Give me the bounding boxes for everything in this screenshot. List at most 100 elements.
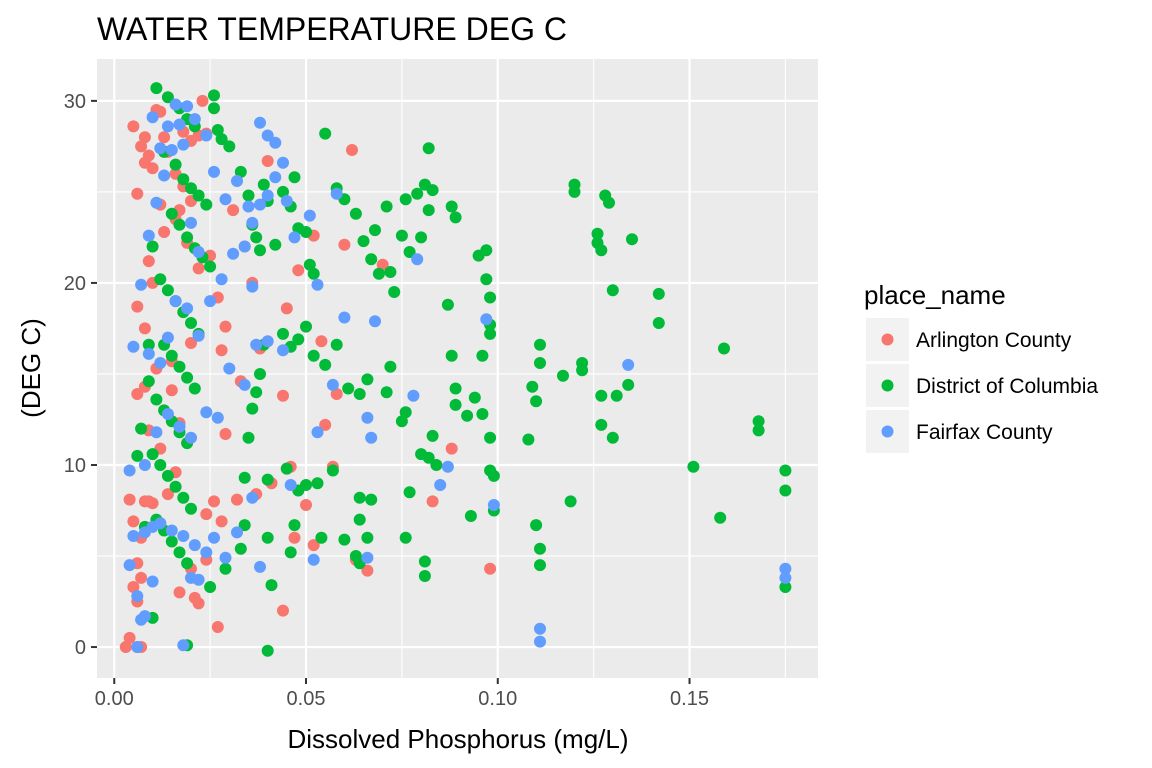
data-point: [365, 253, 378, 266]
y-tick-label: 20: [64, 273, 86, 295]
data-point: [622, 358, 635, 371]
data-point: [123, 631, 136, 644]
data-point: [254, 244, 266, 257]
data-point: [154, 357, 167, 369]
data-point: [595, 418, 608, 431]
data-point: [223, 140, 236, 153]
data-point: [718, 342, 730, 355]
data-point: [192, 329, 205, 342]
data-point: [330, 388, 343, 400]
legend-marker: [881, 425, 894, 438]
data-point: [564, 495, 577, 508]
data-point: [484, 291, 497, 304]
data-point: [146, 162, 159, 175]
data-point: [445, 200, 458, 213]
data-point: [415, 231, 428, 244]
data-point: [231, 493, 243, 506]
data-point: [142, 375, 155, 388]
data-point: [399, 193, 412, 206]
y-tick-label: 10: [64, 455, 86, 477]
data-point: [158, 131, 171, 144]
data-point: [181, 557, 194, 570]
data-point: [181, 100, 194, 113]
data-point: [123, 559, 136, 572]
data-point: [365, 493, 378, 506]
data-point: [395, 229, 408, 242]
data-point: [319, 358, 332, 371]
data-point: [154, 459, 167, 471]
data-point: [277, 327, 289, 340]
data-point: [526, 380, 539, 393]
data-point: [687, 460, 700, 473]
data-point: [196, 94, 209, 107]
data-point: [211, 411, 224, 424]
data-point: [169, 98, 182, 111]
data-point: [142, 338, 155, 351]
data-point: [242, 189, 255, 202]
data-point: [441, 298, 454, 311]
data-point: [530, 395, 543, 408]
data-point: [158, 169, 171, 182]
data-point: [192, 262, 205, 275]
data-point: [200, 406, 213, 419]
data-point: [288, 171, 301, 184]
data-point: [361, 551, 374, 564]
legend-title: place_name: [864, 280, 1006, 310]
data-point: [238, 378, 251, 391]
data-point: [357, 235, 370, 248]
data-point: [606, 284, 619, 297]
data-point: [261, 189, 274, 202]
data-point: [161, 488, 174, 501]
data-point: [399, 531, 412, 544]
data-point: [208, 531, 220, 544]
chart-title: WATER TEMPERATURE DEG C: [97, 11, 567, 47]
data-point: [188, 382, 201, 395]
data-point: [154, 142, 167, 155]
data-point: [173, 218, 186, 231]
data-point: [127, 120, 140, 133]
data-point: [219, 551, 232, 564]
data-point: [250, 231, 263, 244]
y-tick-label: 0: [75, 637, 86, 659]
data-point: [365, 431, 378, 444]
data-point: [361, 373, 374, 386]
data-point: [280, 462, 293, 475]
data-point: [131, 641, 144, 653]
data-point: [384, 266, 397, 278]
data-point: [177, 173, 190, 186]
legend-marker: [881, 379, 894, 392]
data-point: [319, 127, 332, 140]
data-point: [361, 531, 374, 544]
data-point: [779, 571, 792, 584]
data-point: [215, 344, 228, 357]
data-point: [779, 484, 792, 497]
data-point: [269, 136, 282, 149]
data-point: [300, 479, 312, 491]
data-point: [472, 249, 485, 262]
data-point: [138, 131, 151, 144]
data-point: [208, 89, 220, 102]
data-point: [307, 539, 320, 552]
data-point: [311, 278, 324, 291]
data-point: [330, 187, 343, 200]
data-point: [557, 369, 569, 382]
data-point: [534, 622, 546, 635]
data-point: [211, 124, 224, 136]
data-point: [173, 546, 186, 559]
data-point: [165, 535, 178, 548]
data-point: [534, 357, 546, 369]
data-point: [752, 424, 765, 437]
data-point: [142, 495, 155, 508]
data-point: [131, 300, 144, 313]
plot-panel: [97, 59, 818, 678]
data-point: [307, 553, 320, 566]
data-point: [185, 431, 197, 444]
data-point: [476, 349, 489, 362]
data-point: [407, 389, 420, 402]
data-point: [426, 495, 439, 508]
data-point: [384, 360, 397, 373]
data-point: [246, 216, 259, 229]
data-point: [626, 233, 638, 246]
data-point: [242, 200, 255, 213]
